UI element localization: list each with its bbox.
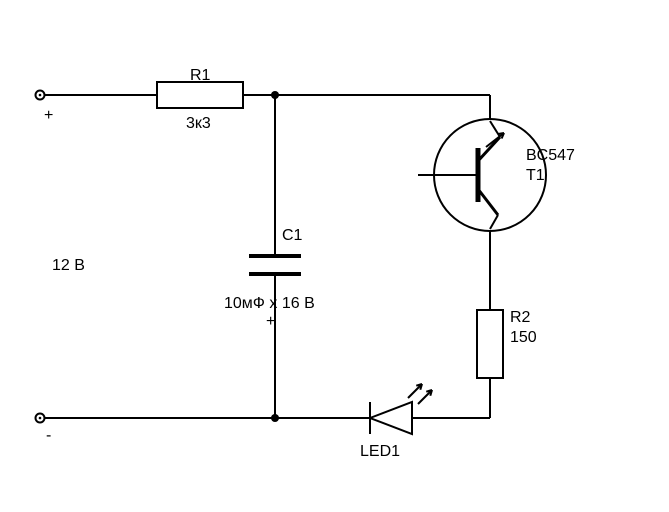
c1-name-label: C1 bbox=[282, 227, 303, 244]
led-d1 bbox=[370, 384, 432, 434]
r2-value-label: 150 bbox=[510, 329, 537, 346]
supply-terminals bbox=[36, 91, 45, 423]
c1-polarity-label: + bbox=[266, 313, 275, 330]
circuit-schematic: R1 3к3 C1 10мФ x 16 В + BC547 T1 R2 150 … bbox=[0, 0, 669, 512]
t1-name-label: T1 bbox=[526, 167, 545, 184]
supply-neg-label: - bbox=[46, 427, 51, 444]
c1-value-label: 10мФ x 16 В bbox=[224, 295, 315, 312]
capacitor-c1 bbox=[249, 254, 301, 276]
r2-name-label: R2 bbox=[510, 309, 531, 326]
resistor-r1 bbox=[157, 82, 243, 108]
supply-voltage-label: 12 В bbox=[52, 257, 85, 274]
r1-value-label: 3к3 bbox=[186, 115, 211, 132]
r1-name-label: R1 bbox=[190, 67, 211, 84]
t1-type-label: BC547 bbox=[526, 147, 575, 164]
resistor-r2 bbox=[477, 310, 503, 378]
led-name-label: LED1 bbox=[360, 443, 400, 460]
supply-pos-label: + bbox=[44, 107, 53, 124]
